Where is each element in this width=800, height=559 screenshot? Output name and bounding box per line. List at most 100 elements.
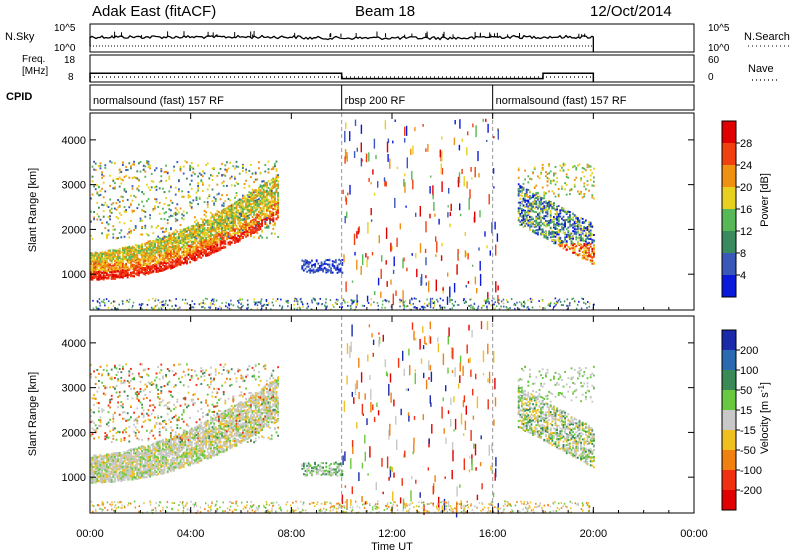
echo-cell bbox=[218, 225, 220, 227]
echo-cell bbox=[165, 228, 167, 230]
echo-cell bbox=[234, 242, 236, 244]
echo-cell bbox=[532, 210, 534, 212]
echo-cell bbox=[180, 262, 182, 264]
echo-cell bbox=[202, 190, 204, 192]
echo-cell bbox=[122, 249, 124, 251]
echo-cell bbox=[191, 241, 193, 243]
echo-cell bbox=[567, 227, 569, 229]
echo-cell bbox=[277, 193, 279, 195]
echo-cell bbox=[337, 267, 339, 269]
echo-cell bbox=[117, 254, 119, 256]
echo-cell bbox=[545, 231, 547, 233]
echo-cell bbox=[526, 191, 528, 193]
echo-cell bbox=[216, 234, 218, 236]
echo-cell bbox=[117, 268, 119, 270]
echo-cell bbox=[220, 243, 222, 245]
echo-cell bbox=[550, 205, 552, 207]
echo-cell bbox=[250, 197, 252, 199]
echo-cell bbox=[117, 217, 119, 219]
echo-cell bbox=[585, 254, 587, 256]
echo-cell bbox=[114, 208, 116, 210]
echo-cell bbox=[264, 216, 266, 218]
echo-cell bbox=[327, 264, 329, 266]
echo-cell bbox=[537, 192, 539, 194]
echo-cell bbox=[559, 165, 561, 167]
echo-cell bbox=[170, 255, 172, 257]
echo-cell bbox=[588, 229, 590, 231]
echo-cell bbox=[314, 263, 316, 265]
echo-cell bbox=[519, 191, 521, 193]
echo-cell bbox=[260, 226, 262, 228]
echo-cell bbox=[197, 225, 199, 227]
echo-cell bbox=[526, 203, 528, 205]
echo-cell bbox=[268, 225, 270, 227]
echo-cell bbox=[232, 215, 234, 217]
echo-cell bbox=[258, 214, 260, 216]
echo-cell bbox=[92, 238, 94, 240]
echo-cell bbox=[572, 223, 574, 225]
echo-cell bbox=[248, 170, 250, 172]
echo-cell bbox=[583, 255, 585, 257]
echo-cell bbox=[529, 198, 531, 200]
echo-cell bbox=[210, 228, 212, 230]
echo-cell bbox=[116, 252, 118, 254]
echo-cell bbox=[112, 225, 114, 227]
echo-cell bbox=[199, 228, 201, 230]
echo-cell bbox=[189, 256, 191, 258]
echo-cell bbox=[114, 274, 116, 276]
echo-cell bbox=[159, 251, 161, 253]
echo-cell bbox=[124, 211, 126, 213]
echo-cell bbox=[232, 209, 234, 211]
echo-cell bbox=[239, 205, 241, 207]
echo-cell bbox=[575, 253, 577, 255]
echo-cell bbox=[200, 230, 202, 232]
echo-cell bbox=[224, 246, 226, 248]
echo-cell bbox=[231, 212, 233, 214]
echo-cell bbox=[547, 238, 549, 240]
echo-cell bbox=[168, 266, 170, 268]
echo-cell bbox=[591, 239, 593, 241]
echo-cell bbox=[558, 195, 560, 197]
echo-cell bbox=[556, 181, 558, 183]
echo-cell bbox=[157, 206, 159, 208]
echo-cell bbox=[587, 257, 589, 259]
echo-cell bbox=[184, 250, 186, 252]
echo-cell bbox=[183, 215, 185, 217]
echo-cell bbox=[551, 206, 553, 208]
echo-cell bbox=[329, 259, 331, 261]
echo-cell bbox=[228, 243, 230, 245]
echo-cell bbox=[591, 185, 593, 187]
echo-cell bbox=[212, 221, 214, 223]
echo-cell bbox=[237, 228, 239, 230]
echo-cell bbox=[95, 254, 97, 256]
echo-cell bbox=[521, 212, 523, 214]
echo-cell bbox=[122, 251, 124, 253]
echo-cell bbox=[144, 227, 146, 229]
echo-cell bbox=[535, 206, 537, 208]
echo-cell bbox=[146, 160, 148, 162]
echo-cell bbox=[563, 224, 565, 226]
echo-cell bbox=[186, 262, 188, 264]
echo-cell bbox=[543, 201, 545, 203]
echo-cell bbox=[104, 202, 106, 204]
echo-cell bbox=[587, 226, 589, 228]
echo-cell bbox=[101, 255, 103, 257]
echo-cell bbox=[555, 224, 557, 226]
echo-cell bbox=[151, 180, 153, 182]
echo-cell bbox=[140, 259, 142, 261]
echo-cell bbox=[141, 246, 143, 248]
echo-cell bbox=[100, 257, 102, 259]
echo-cell bbox=[226, 216, 228, 218]
echo-cell bbox=[165, 171, 167, 173]
echo-cell bbox=[229, 235, 231, 237]
echo-cell bbox=[271, 194, 273, 196]
echo-cell bbox=[162, 263, 164, 265]
echo-cell bbox=[172, 256, 174, 258]
echo-cell bbox=[93, 161, 95, 163]
echo-cell bbox=[228, 208, 230, 210]
echo-cell bbox=[245, 171, 247, 173]
echo-cell bbox=[109, 218, 111, 220]
echo-cell bbox=[532, 193, 534, 195]
echo-cell bbox=[164, 236, 166, 238]
echo-cell bbox=[572, 217, 574, 219]
